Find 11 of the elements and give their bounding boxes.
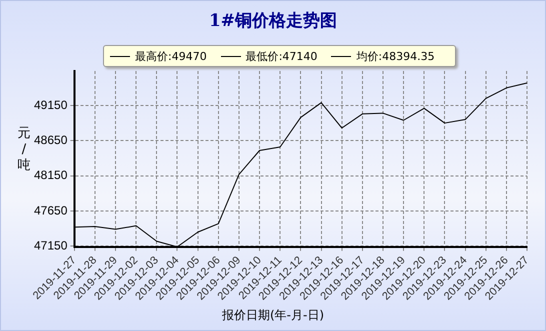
y-tick-label: 48650 xyxy=(34,132,68,147)
chart-title: 1#铜价格走势图 xyxy=(208,10,338,32)
y-tick-label: 48150 xyxy=(34,168,68,182)
text: 最高价:49470 xyxy=(135,48,207,64)
text: 均价:48394.35 xyxy=(356,48,435,64)
y-tick-label: 47650 xyxy=(34,203,68,218)
y-axis-title: 元/吨 xyxy=(17,126,31,174)
text: 最低价:47140 xyxy=(246,48,318,64)
y-tick-label: 47150 xyxy=(34,238,68,252)
y-tick-label: 49150 xyxy=(34,98,68,112)
x-axis-title: 报价日期(年-月-日) xyxy=(220,307,326,324)
